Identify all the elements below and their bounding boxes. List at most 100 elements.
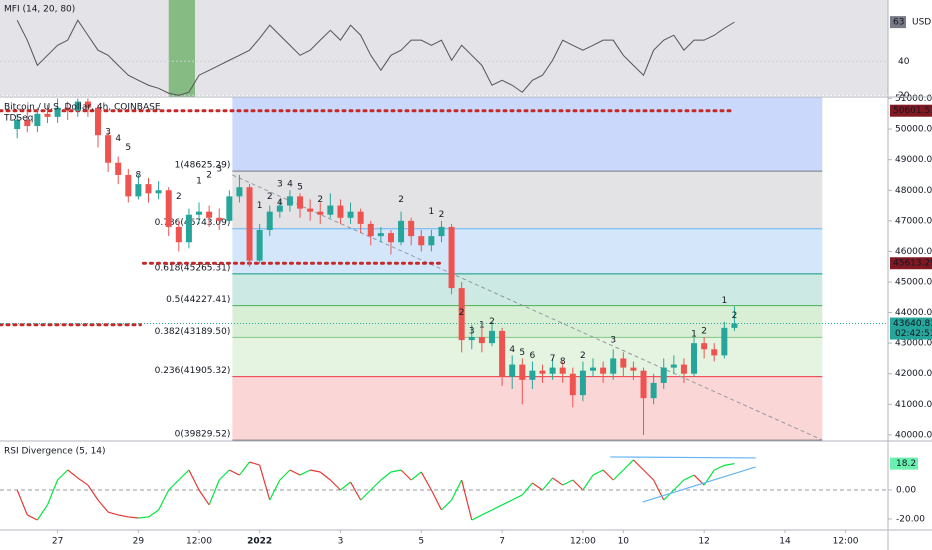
rsi-segment (279, 469, 291, 481)
candle-body (64, 107, 71, 111)
candle-body (206, 211, 213, 218)
td-seq-label: 2 (701, 326, 707, 336)
td-seq-label: 2 (206, 170, 212, 180)
candle-body (105, 135, 112, 163)
candle-body (74, 101, 81, 111)
last-value-label: 18.2 (896, 459, 916, 469)
rsi-segment (138, 516, 149, 519)
rsi-segment (259, 464, 271, 501)
x-tick-label: 10 (618, 537, 630, 547)
candle-body (529, 370, 536, 380)
fib-label: 0.618(45265.31) (155, 263, 231, 273)
candle-body (539, 370, 546, 374)
candle-body (387, 233, 394, 243)
rsi-segment (158, 489, 170, 511)
candle-body (246, 187, 253, 261)
y-tick-label: 40 (898, 57, 910, 67)
x-tick-label: 12 (698, 537, 709, 547)
candle-body (630, 367, 637, 371)
rsi-panel (0, 456, 888, 521)
rsi-segment (501, 499, 513, 506)
td-seq-label: 4 (287, 180, 293, 190)
candle-body (317, 211, 324, 215)
rsi-segment (663, 489, 675, 501)
td-seq-label: 8 (136, 170, 142, 180)
x-tick-label: 3 (338, 537, 344, 547)
candle-body (418, 236, 425, 246)
td-seq-label: 1 (429, 207, 435, 217)
candle-body (337, 205, 344, 218)
rsi-segment (16, 489, 28, 516)
candle-body (24, 119, 31, 127)
rsi-segment (269, 479, 281, 501)
rsi-segment (390, 469, 402, 473)
rsi-segment (229, 469, 240, 476)
y-tick-label: 47000.00 (895, 216, 932, 226)
candle-body (468, 337, 475, 341)
rsi-segment (532, 482, 543, 491)
td-seq-label: 4 (277, 198, 283, 208)
candle-body (145, 184, 152, 194)
candle-body (670, 364, 677, 368)
rsi-segment (683, 474, 695, 481)
rsi-segment (673, 479, 685, 491)
candle-body (84, 101, 91, 108)
candle-body (731, 323, 738, 328)
mfi-band (0, 0, 888, 96)
rsi-segment (562, 479, 574, 486)
candle-body (216, 217, 223, 221)
fib-zone (232, 228, 823, 274)
y-tick-label: 44000.00 (895, 308, 932, 318)
td-seq-label: 5 (297, 183, 303, 193)
rsi-segment (612, 469, 624, 481)
level-box (890, 257, 932, 270)
candle-body (610, 358, 617, 374)
countdown-label: 02:42:51 (895, 329, 932, 339)
rsi-segment (36, 504, 48, 521)
candle-body (519, 364, 526, 380)
candle-body (438, 226, 445, 237)
rsi-segment (582, 474, 594, 491)
rsi-segment (622, 459, 634, 471)
x-tick-label: 5 (418, 537, 424, 547)
candle-body (691, 343, 698, 374)
rsi-segment (713, 464, 725, 471)
y-tick-label: 45000.00 (895, 277, 932, 287)
candle-body (367, 223, 374, 237)
candle-body (236, 187, 243, 197)
y-tick-label: 40000.00 (895, 430, 932, 440)
candle-body (377, 233, 384, 237)
y-tick-label: 51000.00 (895, 94, 932, 104)
candle-body (509, 364, 516, 377)
candle-body (640, 370, 647, 399)
rsi-segment (238, 461, 251, 476)
td-seq-label: 3 (469, 326, 475, 336)
currency-label: USD (912, 18, 931, 28)
rsi-segment (340, 481, 351, 491)
rsi-segment (451, 479, 463, 501)
candle-body (499, 330, 506, 377)
x-tick-label: 29 (133, 537, 145, 547)
td-seq-label: 5 (519, 348, 525, 358)
td-seq-label: 3 (610, 336, 616, 346)
rsi-segment (319, 471, 331, 481)
candle-body (115, 162, 122, 175)
td-seq-label: 2 (732, 311, 738, 321)
rsi-segment (491, 504, 503, 511)
level-box (890, 104, 932, 117)
rsi-segment (350, 481, 362, 501)
rsi-segment (97, 499, 109, 513)
level-label: 50601.51 (893, 106, 932, 116)
rsi-segment (653, 479, 665, 501)
td-seq-label: 1 (196, 177, 202, 187)
candle-body (94, 107, 101, 136)
rsi-segment (128, 516, 139, 519)
y-tick-label: -20.00 (896, 514, 925, 524)
x-tick-label: 14 (779, 537, 791, 547)
candle-body (125, 174, 132, 197)
rsi-segment (430, 489, 443, 511)
last-value-box (890, 16, 906, 29)
candle-body (266, 211, 273, 231)
td-seq-label: 6 (530, 351, 536, 361)
rsi-segment (632, 459, 644, 471)
